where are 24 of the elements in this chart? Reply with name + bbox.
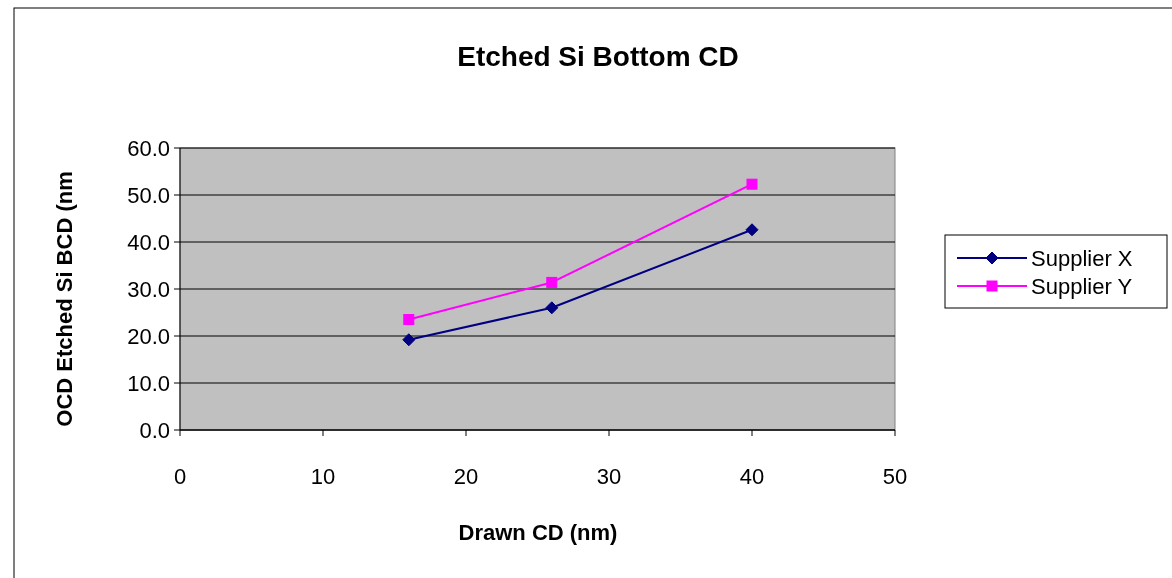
y-tick-label: 40.0: [127, 229, 170, 255]
y-tick-label: 0.0: [139, 417, 170, 443]
x-tick-label: 10: [310, 464, 336, 489]
y-axis-title: OCD Etched Si BCD (nm: [52, 171, 77, 427]
legend-label: Supplier Y: [1031, 273, 1133, 299]
x-tick-label: 20: [453, 464, 479, 489]
y-tick-label: 50.0: [127, 182, 170, 208]
x-axis-title: Drawn CD (nm): [458, 520, 618, 545]
point: [545, 301, 559, 315]
point: [403, 314, 415, 326]
point: [546, 276, 558, 288]
y-tick-label: 20.0: [127, 323, 170, 349]
legend-label: Supplier X: [1031, 245, 1133, 271]
point: [745, 223, 759, 237]
point: [402, 333, 416, 347]
point: [746, 178, 758, 190]
y-tick-label: 10.0: [127, 370, 170, 396]
x-tick-label: 30: [596, 464, 622, 489]
x-tick-label: 40: [739, 464, 765, 489]
x-tick-label: 0: [173, 464, 187, 489]
x-tick-label: 50: [882, 464, 908, 489]
y-tick-label: 30.0: [127, 276, 170, 302]
chart-title: Etched Si Bottom CD: [457, 41, 739, 72]
y-tick-label: 60.0: [127, 135, 170, 161]
